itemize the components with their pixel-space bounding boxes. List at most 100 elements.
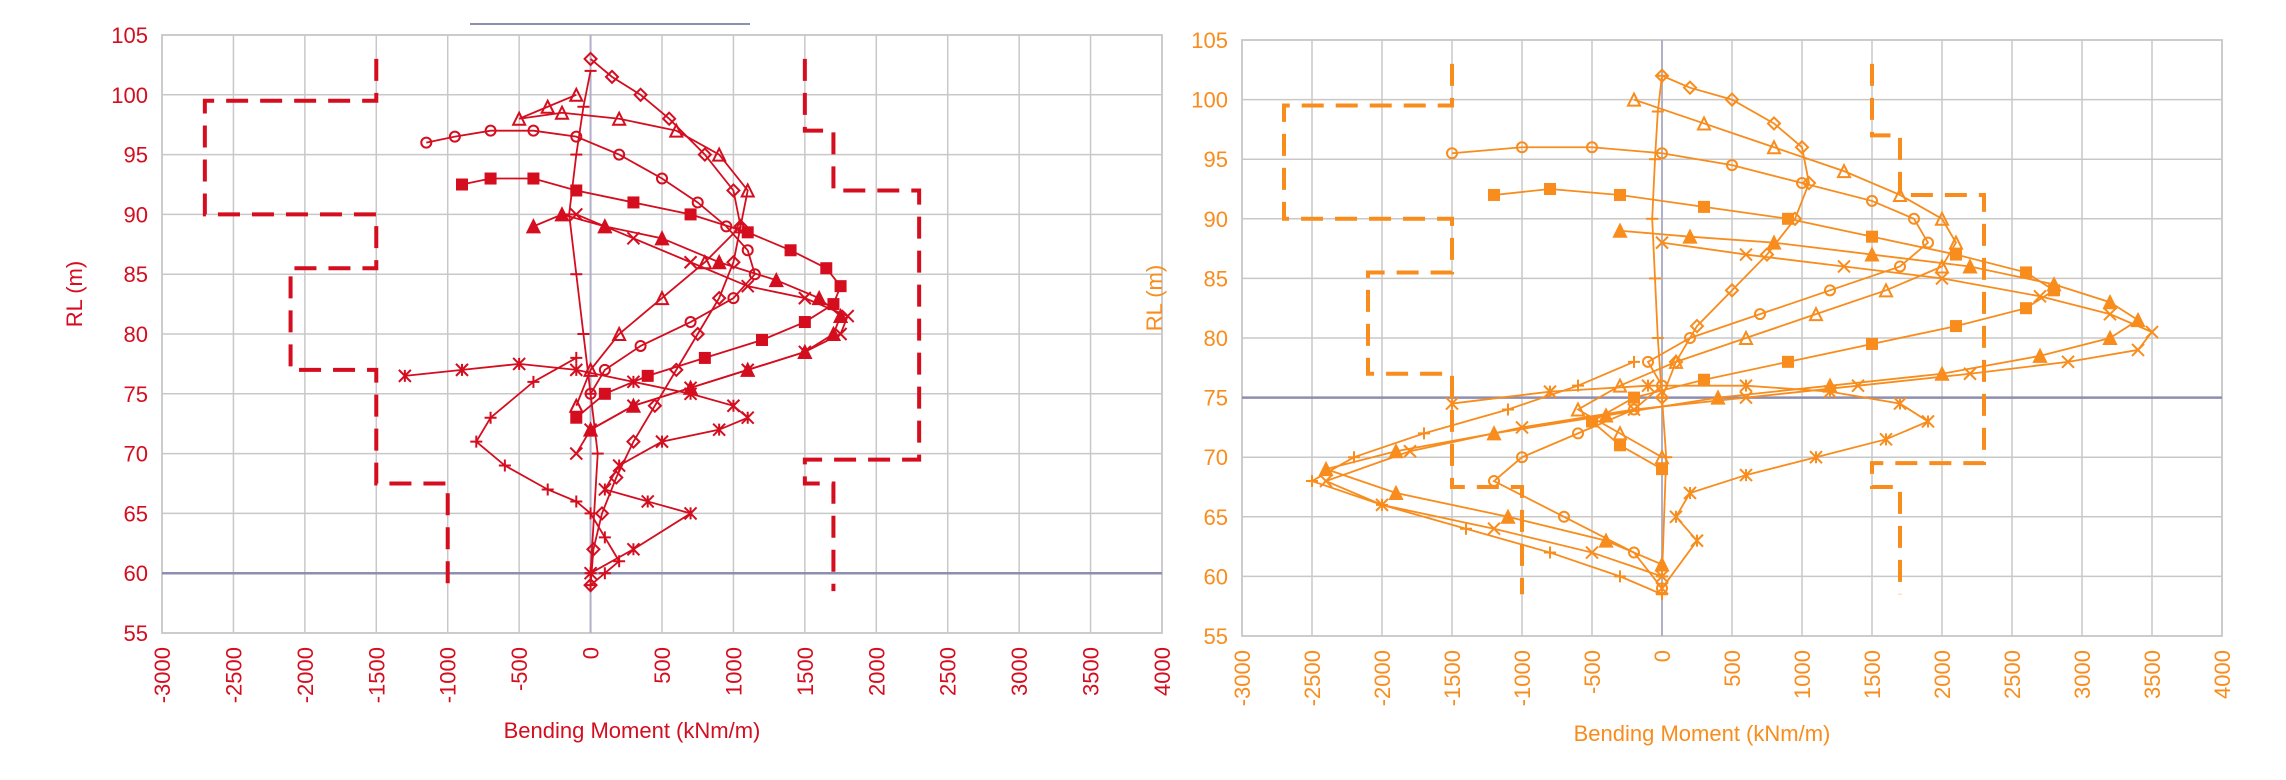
capacity-bound-line: [1282, 63, 1524, 595]
data-point: [568, 86, 584, 102]
data-point: [820, 262, 833, 275]
x-tick-label: 2500: [936, 647, 961, 696]
data-point: [1935, 271, 1949, 286]
data-point: [598, 531, 611, 544]
y-axis-label: RL (m): [1142, 265, 1167, 331]
data-point: [598, 482, 612, 497]
data-point: [798, 345, 812, 359]
x-tick-label: 0: [579, 647, 604, 659]
data-point: [1516, 141, 1528, 154]
data-point: [1726, 159, 1738, 172]
data-point: [2103, 307, 2117, 321]
data-point: [1824, 284, 1836, 297]
data-point: [1598, 407, 1614, 423]
data-point: [611, 325, 627, 341]
data-point: [613, 555, 626, 568]
series-plus: [1306, 355, 1668, 601]
data-point: [1782, 355, 1794, 368]
data-point: [484, 411, 497, 424]
data-point: [1738, 329, 1754, 345]
data-point: [456, 178, 468, 191]
capacity-bound-line: [802, 58, 922, 592]
data-point: [2145, 325, 2159, 339]
data-point: [527, 172, 540, 185]
x-tick-label: -2500: [221, 647, 246, 703]
data-point: [741, 244, 754, 257]
data-point: [1572, 427, 1584, 440]
data-point: [1950, 320, 1962, 333]
data-point: [1656, 147, 1668, 160]
data-point: [1460, 522, 1472, 535]
data-point: [626, 542, 641, 556]
x-tick-label: 3500: [1079, 647, 1104, 696]
data-point: [594, 505, 610, 521]
data-point: [1614, 188, 1626, 201]
data-point: [1612, 377, 1628, 393]
data-point: [570, 495, 583, 508]
data-point: [2061, 355, 2075, 369]
x-tick-label: 2500: [2000, 650, 2025, 699]
data-point: [1516, 451, 1528, 464]
data-point: [741, 279, 755, 293]
data-point: [1766, 139, 1782, 155]
data-point: [1866, 194, 1878, 207]
series-line: [1661, 74, 1810, 398]
y-tick-label: 75: [124, 382, 148, 407]
data-point: [668, 122, 684, 138]
data-point: [683, 255, 698, 269]
data-point: [1612, 222, 1628, 238]
data-point: [1808, 305, 1824, 322]
data-point: [1502, 403, 1514, 416]
data-point: [569, 363, 583, 377]
data-point: [698, 351, 711, 364]
data-point: [798, 291, 812, 305]
data-point: [633, 87, 648, 103]
data-point: [2032, 347, 2048, 363]
series-asterisk: [1445, 378, 1935, 596]
x-tick-label: -500: [507, 647, 532, 691]
y-tick-label: 95: [124, 143, 148, 168]
series-line: [1493, 188, 2056, 470]
data-point: [527, 375, 540, 388]
data-point: [1766, 116, 1782, 131]
x-tick-label: 1500: [1860, 650, 1885, 699]
data-point: [1418, 427, 1430, 440]
data-point: [711, 290, 727, 306]
series-line: [589, 58, 742, 586]
data-point: [626, 375, 641, 389]
data-point: [1934, 210, 1950, 226]
data-point: [691, 196, 704, 209]
data-point: [484, 124, 497, 137]
data-point: [455, 363, 469, 377]
x-tick-label: -3000: [1230, 650, 1255, 706]
data-point: [1739, 247, 1753, 262]
y-tick-label: 55: [124, 621, 148, 646]
y-tick-label: 90: [124, 202, 148, 227]
data-point: [498, 459, 511, 472]
data-point: [470, 435, 483, 448]
data-point: [741, 363, 755, 377]
data-point: [604, 69, 620, 85]
y-tick-label: 65: [124, 501, 148, 526]
x-tick-label: -2000: [293, 647, 318, 703]
data-point: [612, 458, 626, 473]
data-point: [541, 483, 554, 496]
data-point: [613, 148, 626, 161]
data-point: [1669, 510, 1683, 524]
data-point: [834, 280, 847, 293]
data-point: [1794, 139, 1810, 155]
y-tick-label: 80: [1204, 326, 1228, 351]
data-point: [626, 434, 641, 450]
data-point: [1682, 80, 1698, 96]
data-point: [798, 316, 811, 329]
x-tick-label: 1000: [721, 647, 746, 696]
data-point: [1754, 308, 1766, 321]
data-point: [740, 182, 756, 198]
data-point: [611, 110, 627, 126]
data-point: [511, 110, 527, 126]
data-point: [484, 172, 497, 185]
data-point: [448, 130, 461, 143]
data-point: [833, 327, 848, 341]
y-tick-label: 105: [111, 23, 148, 48]
data-point: [683, 387, 698, 401]
